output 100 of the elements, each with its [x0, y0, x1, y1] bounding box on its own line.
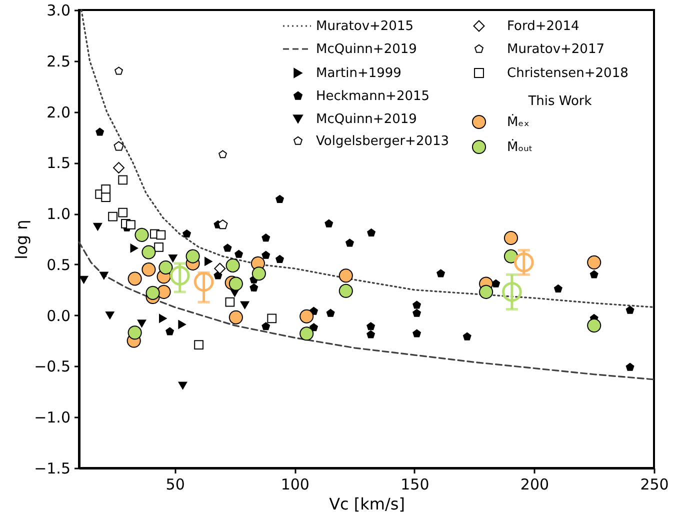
legend-label: Muratov+2015 [316, 19, 414, 34]
point [267, 314, 277, 324]
legend-label: Heckmann+2015 [316, 89, 430, 104]
legend-label: Ṁₒᵤₜ [507, 139, 533, 155]
point [114, 66, 123, 75]
point [178, 320, 186, 329]
point [504, 230, 518, 245]
point [276, 194, 284, 203]
point [106, 311, 114, 320]
point [228, 276, 243, 291]
line-series [80, 9, 655, 308]
point [228, 310, 243, 324]
point [214, 271, 222, 280]
point [326, 308, 335, 317]
point [218, 150, 227, 158]
point [502, 282, 522, 302]
point [436, 269, 445, 278]
point [240, 301, 250, 310]
legend-label: Ṁₑₓ [507, 114, 530, 130]
point [154, 242, 164, 252]
point [156, 230, 166, 240]
point [250, 283, 258, 292]
point [101, 192, 111, 202]
point [128, 272, 142, 286]
point [514, 252, 534, 272]
legend-label: Ford+2014 [507, 19, 580, 34]
point [504, 249, 518, 264]
point [204, 257, 212, 266]
point [310, 323, 318, 332]
point [108, 212, 118, 222]
point [218, 220, 228, 230]
point [366, 330, 375, 338]
point [159, 314, 167, 323]
point [96, 128, 104, 136]
point [626, 362, 634, 371]
legend-label: Martin+1999 [316, 66, 402, 81]
y-tick-label: 1.5 [46, 154, 70, 172]
point [142, 262, 156, 277]
point [324, 219, 334, 228]
point [225, 297, 235, 307]
y-tick-label: −1.5 [34, 460, 70, 478]
point [137, 320, 146, 328]
point [223, 244, 232, 252]
legend-label: Volgelsberger+2013 [316, 134, 450, 149]
point [479, 284, 494, 299]
legend-label: Christensen+2018 [507, 66, 628, 81]
point [118, 208, 128, 218]
point [142, 245, 156, 260]
point [168, 254, 178, 262]
y-tick-label: 0.0 [46, 306, 70, 325]
point [130, 244, 138, 253]
point [182, 230, 191, 238]
point [158, 260, 173, 275]
point [194, 272, 214, 292]
point [338, 284, 353, 298]
legend-label: McQuinn+2019 [316, 112, 417, 127]
point [338, 268, 353, 283]
y-tick-label: −0.5 [34, 358, 70, 376]
point [262, 234, 270, 242]
point [170, 266, 190, 286]
point [412, 300, 421, 309]
point [462, 332, 472, 340]
point [118, 175, 128, 185]
y-tick-label: 1.0 [46, 205, 70, 224]
point [234, 250, 243, 258]
x-tick-label: 150 [400, 476, 430, 494]
point [367, 228, 376, 237]
point [262, 250, 270, 259]
point [126, 220, 136, 230]
point [178, 382, 188, 390]
point [412, 329, 421, 338]
point [366, 322, 375, 330]
point [587, 318, 602, 333]
point [186, 249, 200, 264]
point [194, 340, 204, 350]
x-tick-label: 200 [520, 476, 550, 494]
y-axis-title: log η [12, 220, 32, 260]
point [412, 308, 421, 317]
point [252, 266, 266, 281]
line-series [78, 241, 655, 380]
legend-label: Muratov+2017 [507, 42, 604, 57]
point [214, 262, 226, 274]
legend-label: McQuinn+2019 [316, 42, 417, 57]
point [492, 279, 500, 288]
point [300, 326, 314, 341]
y-tick-label: 0.5 [46, 256, 70, 274]
point [114, 141, 124, 151]
point [113, 162, 125, 174]
point [587, 255, 602, 270]
point [101, 184, 111, 194]
point [346, 238, 354, 247]
point [626, 306, 634, 314]
y-tick-label: 2.0 [46, 103, 70, 122]
point [134, 228, 149, 242]
point [590, 270, 598, 278]
x-axis-title: Vc [km/s] [329, 494, 405, 514]
x-tick-label: 250 [640, 476, 669, 494]
point [146, 286, 160, 300]
legend-title: This Work [527, 94, 592, 109]
point [100, 272, 108, 280]
